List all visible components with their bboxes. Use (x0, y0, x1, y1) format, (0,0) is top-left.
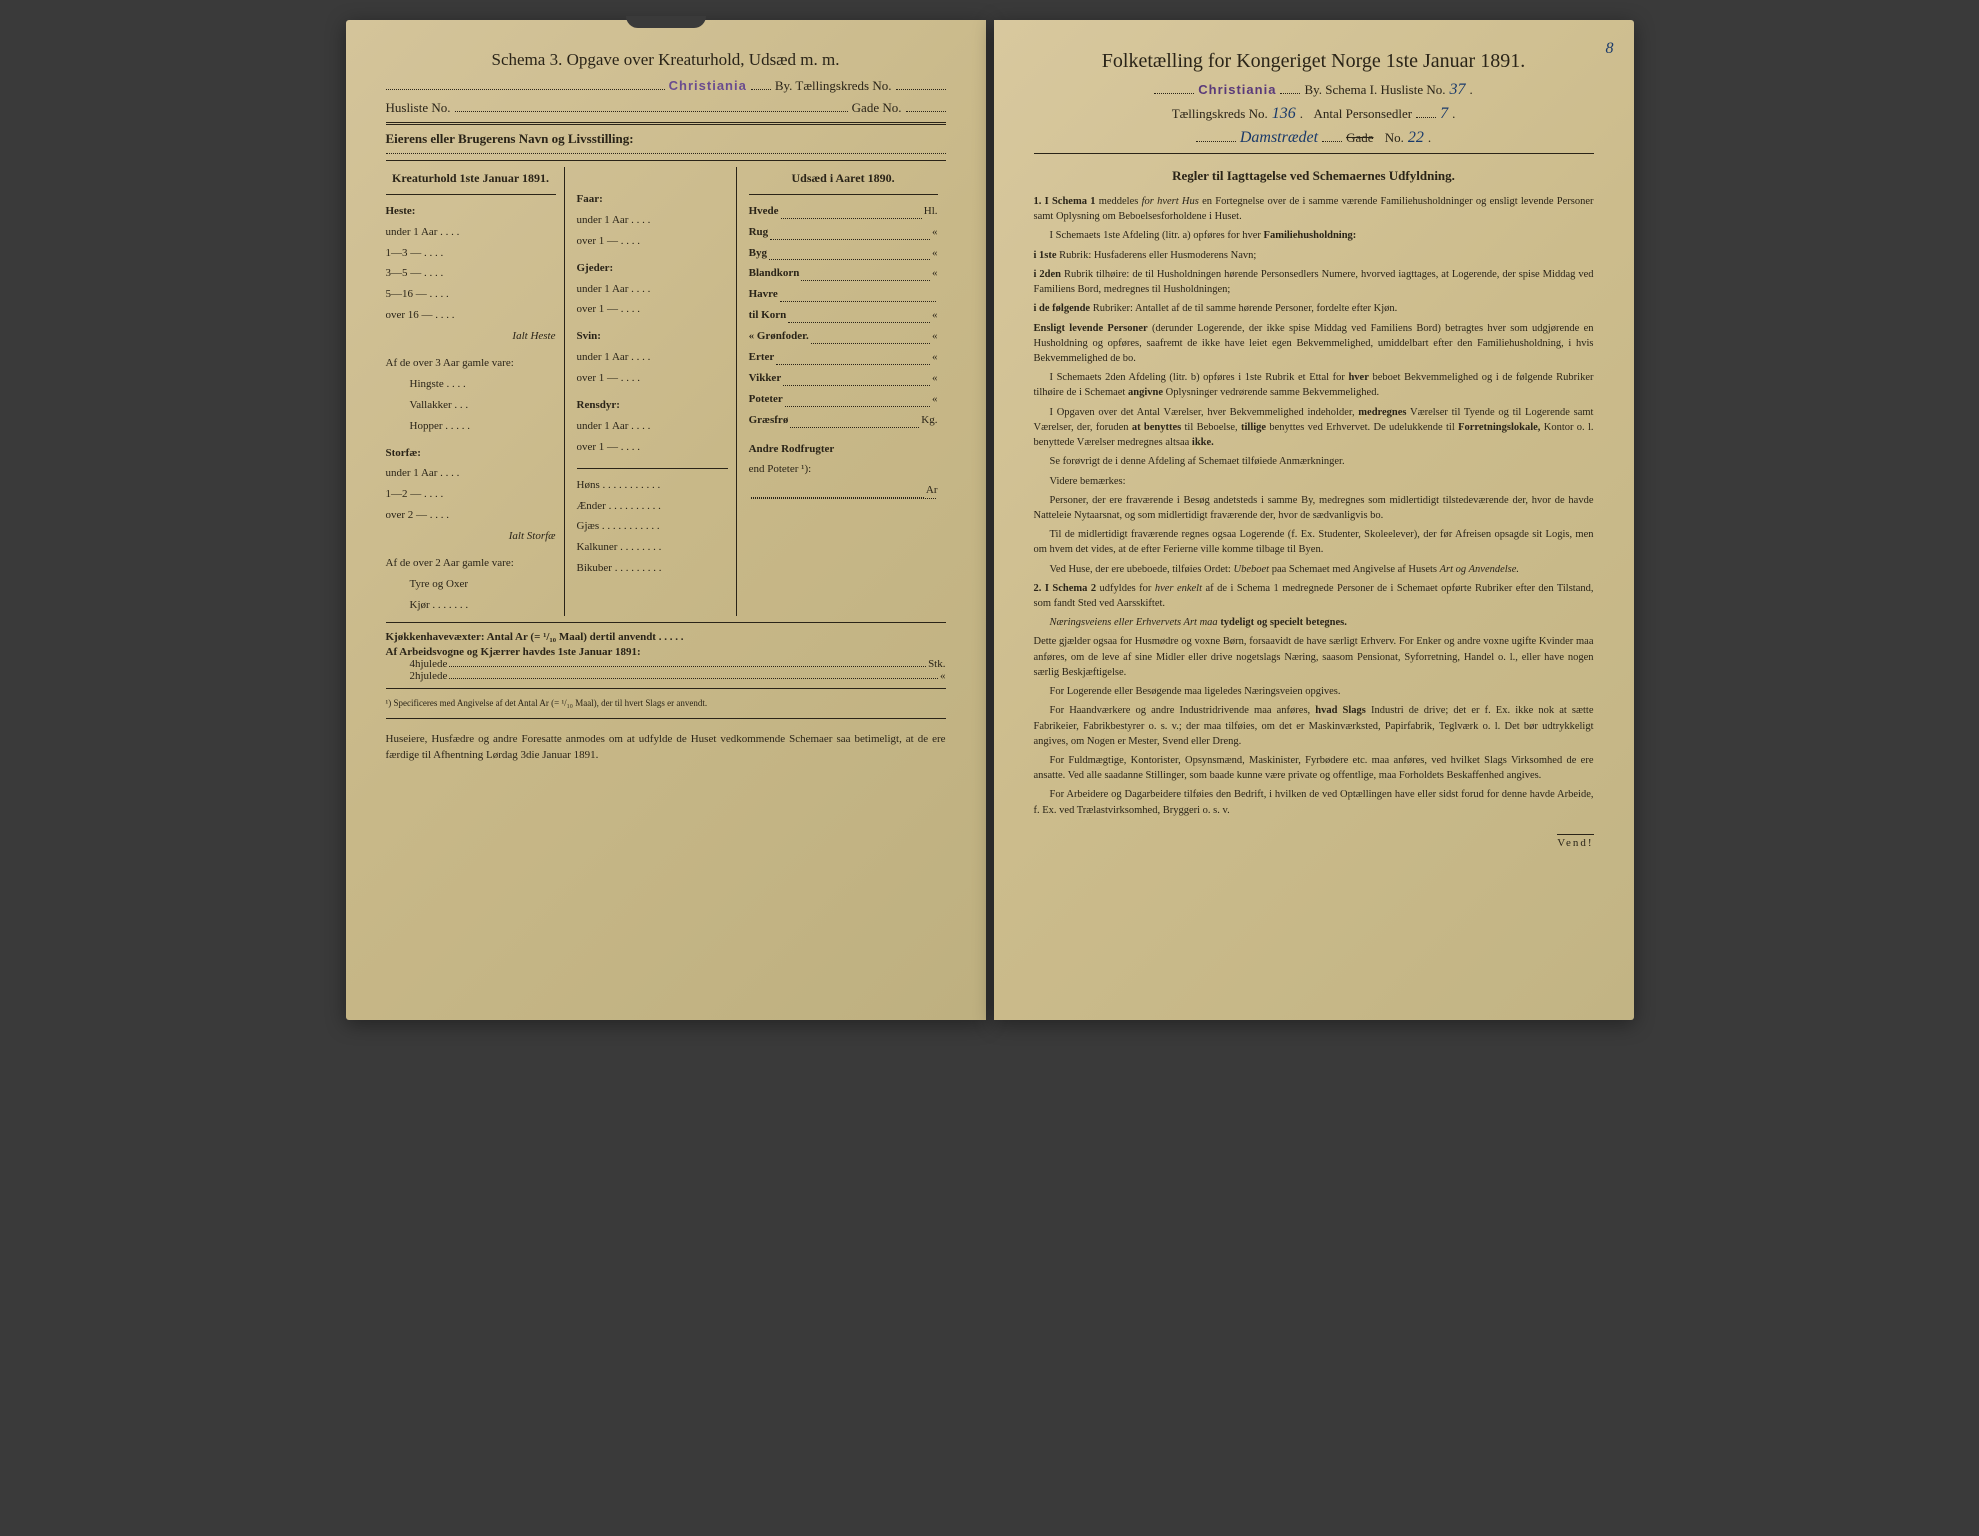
by-schema-label: By. Schema I. Husliste No. (1304, 82, 1445, 98)
vend-label: Vend! (1557, 834, 1593, 849)
af2-item: Tyre og Oxer (410, 574, 556, 595)
gade-label: Gade (1346, 130, 1373, 146)
storfae-item: 1—2 — . . . . (386, 484, 556, 505)
faar-item: over 1 — . . . . (577, 231, 728, 252)
af3-label: Af de over 3 Aar gamle vare: (386, 353, 556, 374)
husliste-no: 37 (1450, 81, 1466, 99)
rensdyr-label: Rensdyr: (577, 395, 728, 416)
poultry-item: Bikuber . . . . . . . . . (577, 558, 728, 579)
af2-label: Af de over 2 Aar gamle vare: (386, 553, 556, 574)
andre-rod: Andre Rodfrugter (749, 439, 938, 460)
crop-row: GræsfrøKg. (749, 410, 938, 431)
hjul2: 2hjulede (410, 670, 448, 682)
heste-item: under 1 Aar . . . . (386, 222, 556, 243)
poultry-item: Høns . . . . . . . . . . . (577, 475, 728, 496)
ialt-storfae: Ialt Storfæ (386, 526, 556, 547)
storfae-item: over 2 — . . . . (386, 505, 556, 526)
poultry-item: Gjæs . . . . . . . . . . . (577, 516, 728, 537)
main-title: Folketælling for Kongeriget Norge 1ste J… (1034, 50, 1594, 73)
tk-row: Tællingskreds No. 136 . Antal Personsedl… (1034, 105, 1594, 123)
gade-label: Gade No. (852, 100, 902, 116)
gjeder-label: Gjeder: (577, 258, 728, 279)
husliste-label: Husliste No. (386, 100, 451, 116)
no-label: No. (1385, 130, 1404, 146)
closing-text: Huseiere, Husfædre og andre Foresatte an… (386, 731, 946, 764)
husliste-row: Husliste No. Gade No. (386, 100, 946, 116)
left-page: Schema 3. Opgave over Kreaturhold, Udsæd… (346, 20, 986, 1020)
heste-item: 3—5 — . . . . (386, 263, 556, 284)
gade-name: Damstrædet (1240, 129, 1318, 147)
ialt-heste: Ialt Heste (386, 326, 556, 347)
gade-row: Damstrædet Gade No. 22 . (1034, 129, 1594, 147)
schema3-title: Schema 3. Opgave over Kreaturhold, Udsæd… (386, 50, 946, 70)
page-spread: Schema 3. Opgave over Kreaturhold, Udsæd… (346, 20, 1634, 1020)
worn-edge (626, 16, 706, 28)
hjul4: 4hjulede (410, 658, 448, 670)
owner-row: Eierens eller Brugerens Navn og Livsstil… (386, 131, 946, 147)
gade-no: 22 (1408, 129, 1424, 147)
af3-item: Hingste . . . . (410, 374, 556, 395)
rensdyr-item: over 1 — . . . . (577, 437, 728, 458)
col1-header: Kreaturhold 1ste Januar 1891. (386, 167, 556, 195)
right-page: 8 Folketælling for Kongeriget Norge 1ste… (994, 20, 1634, 1020)
svin-item: under 1 Aar . . . . (577, 347, 728, 368)
tk-no: 136 (1272, 105, 1296, 123)
antal-label: Antal Personsedler (1314, 106, 1413, 122)
city-stamp: Christiania (1198, 82, 1276, 97)
heste-item: over 16 — . . . . (386, 305, 556, 326)
tk-label: Tællingskreds No. (1172, 106, 1268, 122)
city-row: Christiania By. Tællingskreds No. (386, 78, 946, 94)
storfae-label: Storfæ: (386, 443, 556, 464)
by-label: By. Tællingskreds No. (775, 78, 892, 94)
poultry-item: Kalkuner . . . . . . . . (577, 537, 728, 558)
rules-header: Regler til Iagttagelse ved Schemaernes U… (1034, 168, 1594, 184)
col2-header: Udsæd i Aaret 1890. (749, 167, 938, 195)
gjeder-item: under 1 Aar . . . . (577, 279, 728, 300)
rules-body: 1. I Schema 1 meddeles for hvert Hus en … (1034, 194, 1594, 818)
antal-no: 7 (1440, 105, 1448, 123)
poultry-item: Ænder . . . . . . . . . . (577, 496, 728, 517)
storfae-item: under 1 Aar . . . . (386, 463, 556, 484)
main-columns: Kreaturhold 1ste Januar 1891. Heste: und… (386, 167, 946, 616)
footnote: ¹) Specificeres med Angivelse af det Ant… (386, 697, 946, 710)
heste-item: 1—3 — . . . . (386, 243, 556, 264)
owner-label: Eierens eller Brugerens Navn og Livsstil… (386, 131, 634, 147)
heste-label: Heste: (386, 201, 556, 222)
corner-number: 8 (1606, 40, 1614, 58)
svin-label: Svin: (577, 326, 728, 347)
city-stamp: Christiania (669, 78, 747, 93)
heste-item: 5—16 — . . . . (386, 284, 556, 305)
svin-item: over 1 — . . . . (577, 368, 728, 389)
city-schema-row: Christiania By. Schema I. Husliste No. 3… (1034, 81, 1594, 99)
faar-item: under 1 Aar . . . . (577, 210, 728, 231)
faar-label: Faar: (577, 189, 728, 210)
gjeder-item: over 1 — . . . . (577, 299, 728, 320)
af3-item: Vallakker . . . (410, 395, 556, 416)
af3-item: Hopper . . . . . (410, 416, 556, 437)
rensdyr-item: under 1 Aar . . . . (577, 416, 728, 437)
kjokken-row: Kjøkkenhavevæxter: Antal Ar (= ¹/₁₀ Maal… (386, 629, 946, 647)
af2-item: Kjør . . . . . . . (410, 595, 556, 616)
